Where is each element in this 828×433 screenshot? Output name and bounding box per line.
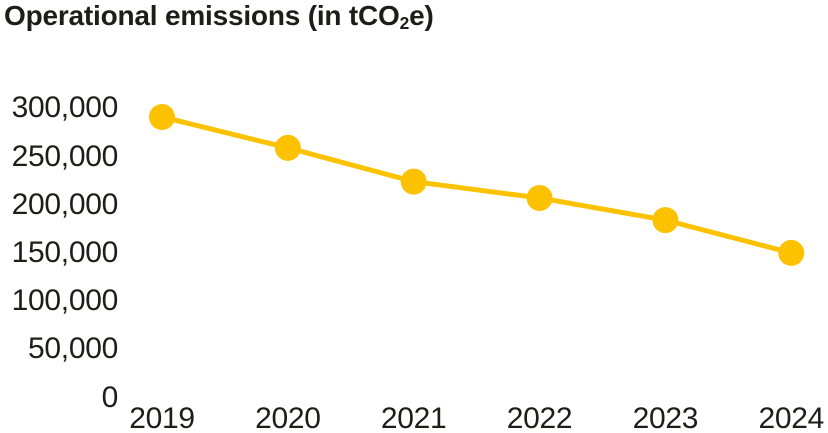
y-axis-tick-label: 200,000 [11, 187, 119, 221]
data-point-2024 [778, 239, 805, 266]
x-axis-tick-label: 2021 [380, 402, 447, 433]
x-axis-tick-label: 2024 [758, 402, 825, 433]
chart-title-subscript: 2 [399, 13, 410, 33]
y-axis-tick-label: 0 [101, 380, 119, 414]
chart-title: Operational emissions (in tCO2e) [4, 0, 434, 35]
data-point-2022 [526, 184, 553, 211]
y-axis-tick-label: 50,000 [28, 332, 118, 366]
chart-title-text: Operational emissions (in tCO [4, 0, 400, 31]
y-axis-tick-label: 100,000 [11, 284, 119, 318]
x-axis-tick-label: 2023 [632, 402, 699, 433]
data-point-2020 [274, 134, 301, 161]
x-axis-tick-label: 2019 [129, 402, 195, 433]
emissions-markers [149, 103, 805, 266]
y-axis-tick-label: 300,000 [11, 91, 119, 125]
x-axis-tick-label: 2022 [506, 402, 573, 433]
x-axis-tick-label: 2020 [255, 402, 321, 433]
y-axis-tick-label: 150,000 [11, 235, 119, 269]
data-point-2023 [652, 207, 679, 234]
chart-title-suffix: e) [409, 0, 434, 31]
data-point-2019 [149, 103, 175, 130]
y-axis-tick-label: 250,000 [11, 139, 119, 173]
data-point-2021 [400, 168, 427, 195]
emissions-line [159, 114, 794, 256]
